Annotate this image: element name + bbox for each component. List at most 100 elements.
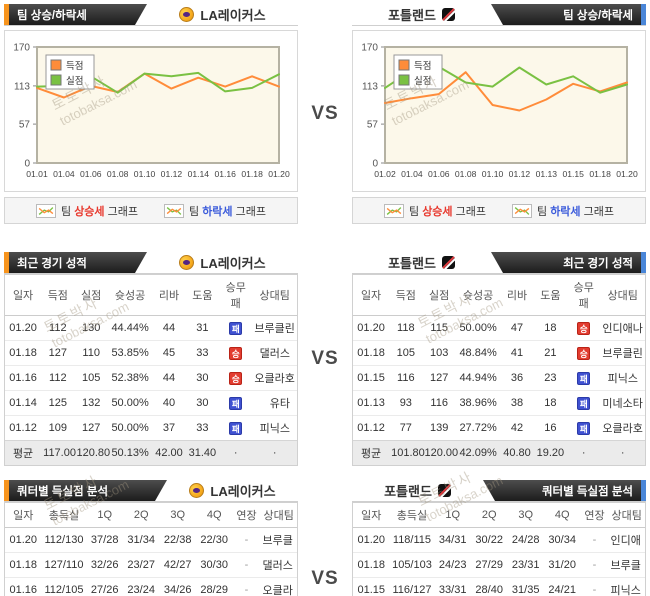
table-row: 01.18 105 103 48.84% 41 21 승 브루클린 — [353, 340, 645, 366]
recent-table-right-box: 일자 득점 실점 슛성공 리바 도움 승무패 상대팀 01.20 118 115 50.00% 47 18… — [352, 274, 646, 466]
win-badge: 승 — [577, 321, 591, 335]
table-row: 01.12 77 139 27.72% 42 16 패 오클라호 — [353, 415, 645, 441]
section-title: 팀 상승/하락세 — [491, 4, 641, 25]
column-header: 실점 — [422, 275, 456, 316]
column-header: 총득실 — [41, 503, 87, 528]
column-header: 3Q — [507, 503, 544, 528]
column-header: 4Q — [195, 503, 233, 528]
loss-badge: 패 — [229, 321, 243, 335]
loss-badge: 패 — [229, 396, 243, 410]
svg-text:득점: 득점 — [414, 60, 431, 72]
svg-text:01.14: 01.14 — [188, 169, 210, 179]
column-header: 일자 — [353, 503, 390, 528]
svg-text:01.12: 01.12 — [509, 169, 531, 179]
svg-text:57: 57 — [367, 120, 379, 131]
vs-separator: VS — [311, 103, 339, 124]
loss-badge: 패 — [577, 421, 591, 435]
table-row: 01.18 127/110 32/26 23/27 42/27 30/30- 댈러스 — [5, 552, 297, 578]
table-row: 01.14 125 132 50.00% 40 30 패 유타 — [5, 390, 297, 416]
table-row: 01.12 109 127 50.00% 37 33 패 피닉스 — [5, 415, 297, 441]
win-badge: 승 — [229, 346, 243, 360]
graph-legend-strip: 팀 상승세 그래프 팀 하락세 그래프 — [4, 197, 298, 224]
svg-text:득점: 득점 — [66, 60, 83, 72]
table-row: 01.16 112/105 27/26 23/24 34/26 28/29- 오클라 — [5, 577, 297, 596]
table-row: 01.20 112/130 37/28 31/34 22/38 22/30- 브루클 — [5, 527, 297, 553]
svg-text:01.04: 01.04 — [401, 169, 423, 179]
trend-chart-left: 170 113 57 0 01.01 01.04 01.06 01.08 01.10 01.12 0… — [4, 30, 298, 192]
table-row: 01.20 118 115 50.00% 47 18 승 인디애나 — [353, 315, 645, 341]
loss-badge: 패 — [577, 396, 591, 410]
table-row: 01.18 105/103 24/23 27/29 23/31 31/20- 브루클 — [353, 552, 645, 578]
team-label-right: 포틀랜드 — [352, 252, 491, 273]
svg-text:01.12: 01.12 — [161, 169, 183, 179]
quarter-table-right: 일자 총득실 1Q 2Q 3Q 4Q 연장 상대팀 01.20 118/115 34/31 30/22… — [353, 503, 645, 596]
column-header: 리바 — [500, 275, 534, 316]
recent-section: 최근 경기 성적 LA레이커스 일자 득점 실점 슛성공 리바 도움 승무패 상대팀 01.20… — [4, 252, 646, 466]
column-header: 도움 — [185, 275, 220, 316]
vs-separator: VS — [311, 348, 339, 369]
recent-table-left: 일자 득점 실점 슛성공 리바 도움 승무패 상대팀 01.20 112 130 44.44% 44 31… — [5, 275, 297, 465]
fall-graph-icon — [512, 203, 532, 218]
trend-panel-right: 포틀랜드 팀 상승/하락세 170 113 57 0 01.02 01.04 01.06 01… — [352, 4, 646, 224]
column-header: 총득실 — [389, 503, 435, 528]
table-row: 01.16 112 105 52.38% 44 30 승 오클라호 — [5, 365, 297, 391]
team-label-left: LA레이커스 — [147, 252, 298, 273]
lakers-logo-icon — [179, 7, 195, 22]
rise-graph-icon — [384, 203, 404, 218]
line-chart-left: 170 113 57 001.01 01.04 01.06 01.08 01.10 01.12 0… — [13, 43, 290, 180]
svg-text:01.16: 01.16 — [214, 169, 236, 179]
column-header: 2Q — [470, 503, 508, 528]
quarter-panel-right: 포틀랜드 쿼터별 득실점 분석 일자 총득실 1Q 2Q 3Q 4Q 연장 상대팀 01.20 1… — [352, 480, 646, 596]
rise-graph-legend: 팀 상승세 그래프 — [384, 203, 486, 219]
blue-accent-bar — [641, 252, 646, 273]
column-header: 연장 — [232, 503, 261, 528]
section-title: 쿼터별 득실점 분석 — [483, 480, 641, 501]
vs-separator: VS — [311, 568, 339, 589]
lakers-logo-icon — [189, 483, 205, 498]
svg-text:113: 113 — [14, 81, 30, 92]
column-header: 도움 — [533, 275, 568, 316]
team-label-left: LA레이커스 — [167, 480, 298, 501]
column-header: 3Q — [159, 503, 196, 528]
recent-panel-left: 최근 경기 성적 LA레이커스 일자 득점 실점 슛성공 리바 도움 승무패 상대팀 01.20… — [4, 252, 298, 466]
svg-text:01.08: 01.08 — [107, 169, 129, 179]
svg-text:113: 113 — [362, 81, 378, 92]
svg-text:0: 0 — [24, 159, 30, 170]
fall-graph-legend: 팀 하락세 그래프 — [164, 203, 266, 219]
table-row: 01.20 118/115 34/31 30/22 24/28 30/34- 인디애 — [353, 527, 645, 553]
svg-text:01.20: 01.20 — [268, 169, 290, 179]
fall-graph-legend: 팀 하락세 그래프 — [512, 203, 614, 219]
svg-text:실점: 실점 — [414, 75, 431, 87]
column-header: 상대팀 — [252, 275, 297, 316]
average-row: 평균 117.00 120.80 50.13% 42.00 31.40 · · — [5, 440, 297, 465]
svg-text:01.01: 01.01 — [26, 169, 48, 179]
team-label-left: LA레이커스 — [147, 4, 298, 25]
orange-accent-bar — [4, 4, 9, 25]
svg-text:01.10: 01.10 — [134, 169, 156, 179]
svg-text:01.20: 01.20 — [616, 169, 638, 179]
quarter-header-left: 쿼터별 득실점 분석 LA레이커스 — [4, 480, 298, 502]
rise-graph-legend: 팀 상승세 그래프 — [36, 203, 138, 219]
column-header: 1Q — [86, 503, 123, 528]
quarter-header-right: 포틀랜드 쿼터별 득실점 분석 — [352, 480, 646, 502]
column-header: 리바 — [152, 275, 186, 316]
svg-text:57: 57 — [19, 120, 31, 131]
blue-accent-bar — [641, 4, 646, 25]
svg-text:01.10: 01.10 — [482, 169, 504, 179]
section-title: 쿼터별 득실점 분석 — [9, 480, 167, 501]
svg-text:01.04: 01.04 — [53, 169, 75, 179]
column-header: 승무패 — [219, 275, 253, 316]
svg-text:170: 170 — [361, 43, 378, 54]
quarter-table-left: 일자 총득실 1Q 2Q 3Q 4Q 연장 상대팀 01.20 112/130 37/28 31/34… — [5, 503, 297, 596]
average-row: 평균 101.80 120.00 42.09% 40.80 19.20 · · — [353, 440, 645, 465]
svg-text:01.06: 01.06 — [428, 169, 450, 179]
column-header: 연장 — [580, 503, 609, 528]
orange-accent-bar — [4, 480, 9, 501]
blazers-logo-icon — [437, 484, 451, 497]
trend-chart-right: 170 113 57 0 01.02 01.04 01.06 01.08 01.10 01.12 0… — [352, 30, 646, 192]
column-header: 4Q — [543, 503, 581, 528]
section-title: 최근 경기 성적 — [491, 252, 641, 273]
quarter-table-left-box: 일자 총득실 1Q 2Q 3Q 4Q 연장 상대팀 01.20 112/130 37/28 31/34… — [4, 502, 298, 596]
svg-text:01.18: 01.18 — [589, 169, 611, 179]
